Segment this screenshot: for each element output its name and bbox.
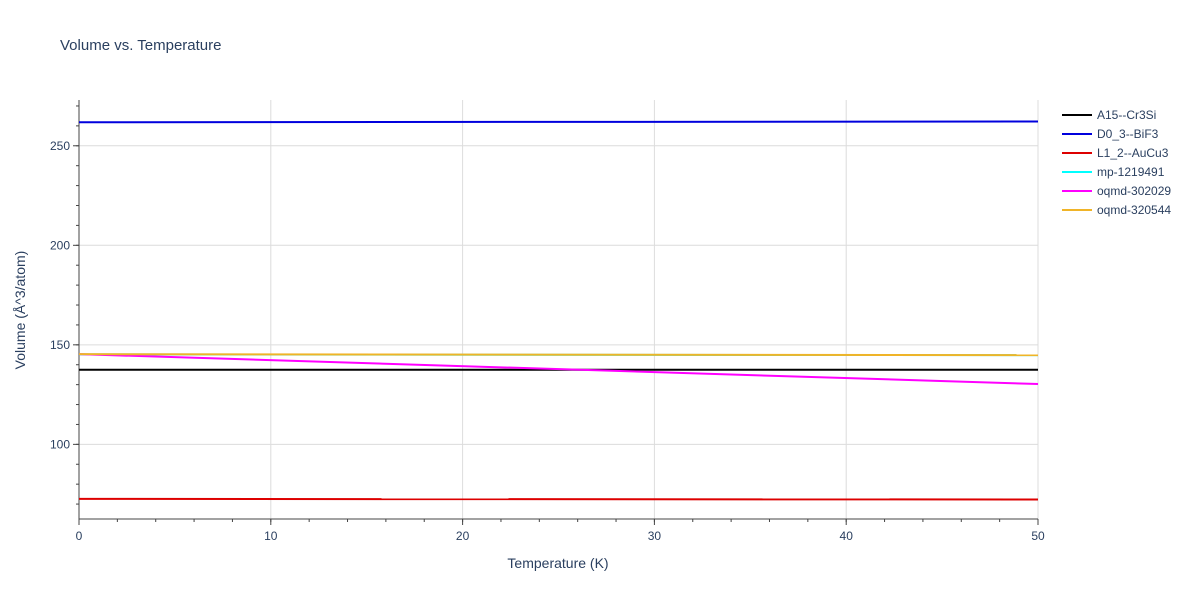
- x-tick-label: 50: [1031, 529, 1045, 543]
- x-tick-label: 30: [648, 529, 662, 543]
- legend-label: A15--Cr3Si: [1097, 108, 1156, 122]
- y-tick-label: 100: [50, 437, 70, 451]
- legend-label: mp-1219491: [1097, 165, 1165, 179]
- series-line-oqmd-302029: [78, 353, 1039, 386]
- series-line-d0-3-bif3: [78, 120, 1039, 124]
- legend-item[interactable]: L1_2--AuCu3: [1062, 146, 1169, 160]
- legend-item[interactable]: oqmd-320544: [1062, 203, 1171, 217]
- y-tick-label: 250: [50, 139, 70, 153]
- x-axis-title: Temperature (K): [507, 555, 608, 571]
- grid: [79, 100, 1039, 519]
- legend-label: oqmd-320544: [1097, 203, 1171, 217]
- legend-item[interactable]: A15--Cr3Si: [1062, 108, 1156, 122]
- legend-label: D0_3--BiF3: [1097, 127, 1159, 141]
- y-tick-label: 200: [50, 238, 70, 252]
- legend[interactable]: A15--Cr3Si D0_3--BiF3 L1_2--AuCu3 mp-121949…: [1062, 108, 1171, 217]
- chart-title: Volume vs. Temperature: [60, 37, 221, 54]
- y-tick-label: 150: [50, 338, 70, 352]
- legend-label: oqmd-302029: [1097, 184, 1171, 198]
- x-tick-label: 0: [76, 529, 83, 543]
- legend-item[interactable]: oqmd-302029: [1062, 184, 1171, 198]
- series-lines: [78, 120, 1039, 501]
- series-line-oqmd-320544: [78, 353, 1039, 357]
- x-tick-label: 40: [840, 529, 854, 543]
- legend-label: L1_2--AuCu3: [1097, 146, 1169, 160]
- series-line-l1-2-aucu3: [78, 497, 1039, 501]
- y-axis-title: Volume (Å^3/atom): [12, 251, 28, 370]
- x-tick-label: 20: [456, 529, 470, 543]
- x-tick-label: 10: [264, 529, 278, 543]
- legend-item[interactable]: mp-1219491: [1062, 165, 1165, 179]
- legend-item[interactable]: D0_3--BiF3: [1062, 127, 1159, 141]
- axes: 0 10 20 30 40 50 100 150 200 250: [50, 100, 1045, 543]
